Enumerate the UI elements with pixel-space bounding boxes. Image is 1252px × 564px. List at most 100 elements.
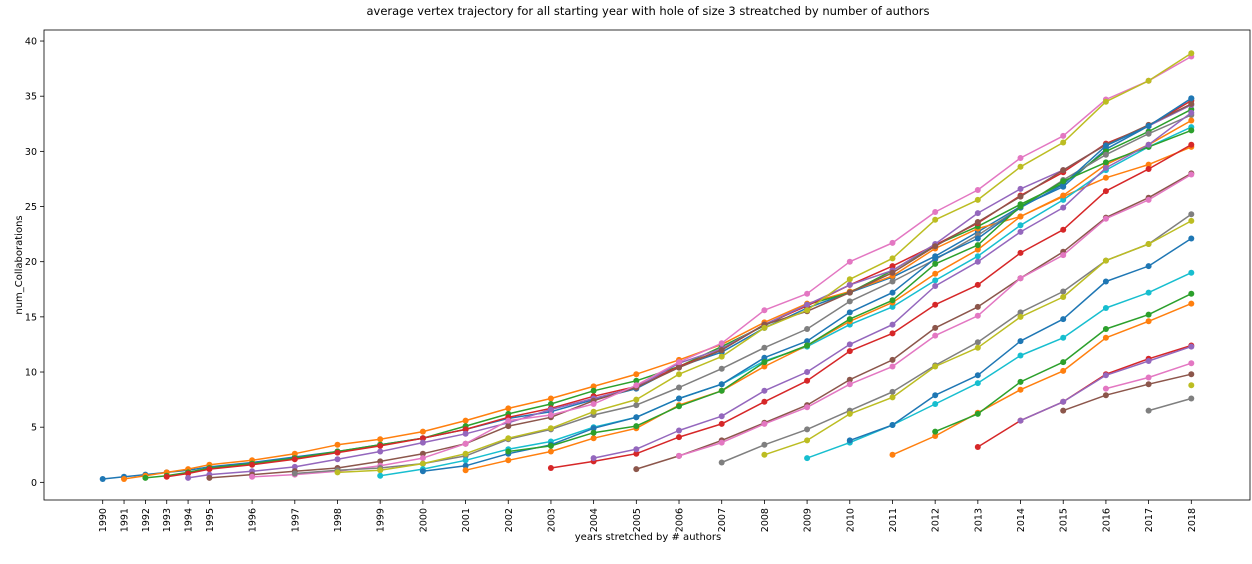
x-axis: 1990 1991 1992 1993 1994 1995 1996 1997 1998 1999… [98, 500, 1198, 532]
x-tick-label: 2012 [931, 508, 942, 532]
data-point [1145, 123, 1152, 129]
data-point [889, 278, 896, 285]
series-25 [1017, 343, 1195, 424]
data-point [590, 429, 597, 436]
data-point [932, 209, 939, 215]
x-tick-label: 1996 [248, 508, 259, 532]
data-point [1017, 193, 1024, 200]
data-point [590, 387, 597, 394]
data-point [1060, 288, 1067, 295]
data-point [462, 430, 469, 437]
data-point [1188, 171, 1195, 178]
x-tick-label: 1995 [205, 508, 216, 532]
data-point [590, 408, 597, 415]
data-point [633, 414, 640, 421]
x-tick-label: 2001 [461, 508, 472, 532]
x-tick-label: 2011 [888, 508, 899, 532]
data-point [974, 312, 981, 319]
series-21 [846, 235, 1195, 444]
data-point [505, 405, 512, 412]
data-point [932, 283, 939, 289]
series-line [1148, 397, 1192, 412]
data-point [1060, 316, 1067, 323]
data-point [462, 462, 469, 469]
data-point [1188, 382, 1195, 389]
x-tick-label: 1990 [98, 508, 109, 532]
data-point [1145, 166, 1152, 172]
data-point [1060, 204, 1067, 211]
data-point [462, 426, 469, 433]
data-point [1188, 95, 1195, 102]
data-point [1102, 188, 1109, 195]
x-tick-label: 2009 [803, 508, 814, 532]
data-point [206, 474, 213, 481]
data-point [590, 425, 597, 432]
data-point [846, 437, 853, 444]
x-tick-label: 2015 [1059, 508, 1070, 532]
data-point [1017, 249, 1024, 256]
data-point [1017, 386, 1024, 393]
data-point [547, 412, 554, 418]
data-point [334, 456, 341, 463]
data-point [1060, 196, 1067, 203]
data-point [846, 276, 853, 283]
data-point [633, 396, 640, 403]
data-point [1145, 141, 1152, 148]
data-point [846, 341, 853, 348]
data-point [1102, 98, 1109, 105]
x-tick-label: 2000 [418, 508, 429, 532]
data-point [1017, 352, 1024, 359]
series-14 [547, 141, 1195, 471]
x-tick-label: 1998 [333, 508, 344, 532]
data-point [804, 290, 811, 297]
data-point [718, 353, 725, 360]
data-point [761, 354, 768, 361]
data-point [1102, 392, 1109, 399]
data-point [1145, 241, 1152, 247]
data-point [1017, 155, 1024, 161]
data-point [1145, 374, 1152, 381]
y-tick-label: 10 [25, 368, 37, 379]
data-point [633, 382, 640, 389]
data-point [974, 444, 981, 450]
data-point [1145, 311, 1152, 318]
data-point [974, 258, 981, 265]
data-point [974, 196, 981, 203]
x-tick-label: 1991 [120, 508, 131, 532]
data-point [974, 281, 981, 288]
data-point [1145, 407, 1152, 414]
data-point [163, 473, 170, 480]
data-point [676, 452, 682, 459]
data-point [1060, 167, 1067, 174]
series-line [636, 172, 1192, 470]
series-3 [142, 106, 1195, 481]
x-axis-label: years stretched by # authors [575, 532, 721, 543]
data-point [505, 457, 512, 464]
data-point [889, 363, 896, 370]
data-point [846, 258, 853, 265]
data-point [1145, 130, 1152, 137]
x-tick-label: 2013 [973, 508, 984, 532]
data-point [889, 356, 896, 363]
data-point [1188, 127, 1195, 134]
data-point [633, 446, 640, 453]
data-point [932, 301, 939, 308]
data-point [889, 269, 896, 276]
data-point [291, 456, 298, 463]
data-point [804, 301, 811, 308]
data-point [633, 423, 640, 430]
data-point [1188, 217, 1195, 224]
data-point [633, 450, 640, 457]
data-point [505, 435, 512, 442]
data-point [974, 235, 981, 242]
data-point [846, 289, 853, 296]
data-point [1060, 359, 1067, 366]
data-point [718, 365, 725, 372]
x-tick-label: 1993 [162, 508, 173, 532]
data-point [846, 298, 853, 305]
series-line [806, 272, 1192, 459]
data-point [1145, 318, 1152, 325]
data-point [590, 383, 597, 390]
x-tick-label: 2002 [504, 508, 515, 532]
x-tick-label: 2005 [632, 508, 643, 532]
